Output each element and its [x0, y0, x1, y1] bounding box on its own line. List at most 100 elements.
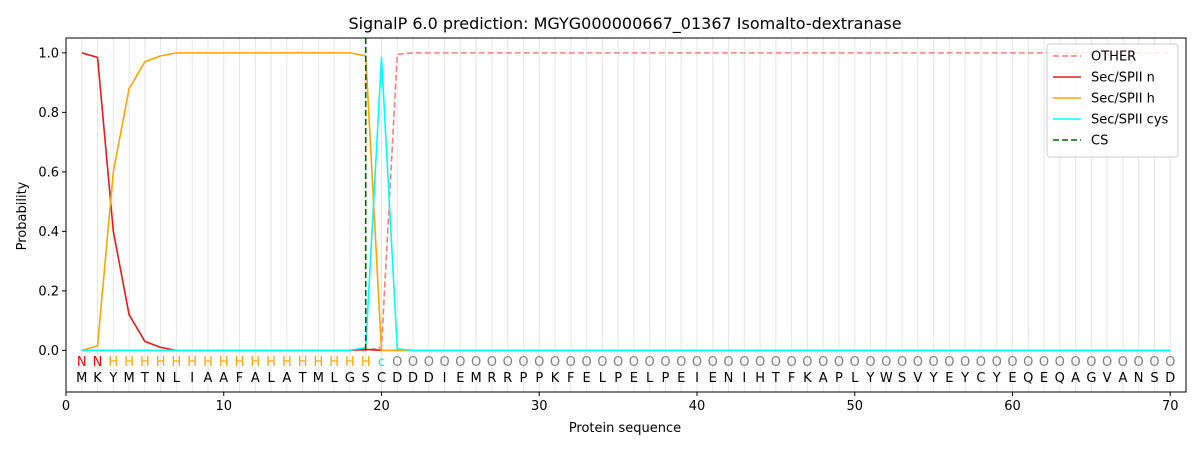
sequence-residue: Y	[108, 371, 117, 386]
residue-annotation: O	[928, 355, 938, 370]
x-tick-label: 70	[1162, 399, 1179, 414]
axes-frame	[65, 37, 1187, 393]
chart-title: SignalP 6.0 prediction: MGYG000000667_01…	[348, 14, 901, 34]
residue-annotation: O	[392, 355, 402, 370]
residue-annotation: H	[250, 355, 260, 370]
sequence-residue: S	[362, 371, 370, 386]
sequence-residue: A	[204, 371, 213, 386]
residue-annotation: O	[676, 355, 686, 370]
residue-annotation: O	[850, 355, 860, 370]
residue-annotation: O	[660, 355, 670, 370]
sequence-residue: L	[646, 371, 654, 386]
sequence-residue: F	[236, 371, 243, 386]
y-tick-label: 0.2	[38, 284, 59, 299]
residue-annotation: O	[1023, 355, 1033, 370]
sequence-residue: E	[709, 371, 717, 386]
x-tick-label: 20	[373, 399, 390, 414]
residue-annotation: H	[156, 355, 166, 370]
sequence-residue: E	[1040, 371, 1048, 386]
sequence-residue: I	[695, 371, 699, 386]
residue-annotation: O	[692, 355, 702, 370]
residue-annotation: O	[581, 355, 591, 370]
y-tick-label: 0.6	[38, 165, 59, 180]
sequence-residue: G	[1086, 371, 1096, 386]
residue-annotation: H	[108, 355, 118, 370]
sequence-residue: T	[298, 371, 307, 386]
residue-annotation: O	[881, 355, 891, 370]
y-tick-label: 0.0	[38, 344, 59, 359]
residue-annotation: O	[708, 355, 718, 370]
sequence-residue: Y	[929, 371, 938, 386]
sequence-residue: K	[803, 371, 812, 386]
residue-annotation: H	[361, 355, 371, 370]
sequence-residue: R	[503, 371, 512, 386]
residue-annotation: O	[455, 355, 465, 370]
residue-annotation: O	[834, 355, 844, 370]
residue-annotation: O	[1039, 355, 1049, 370]
x-axis-label: Protein sequence	[569, 421, 681, 436]
residue-annotation: O	[597, 355, 607, 370]
sequence-residue: F	[788, 371, 795, 386]
residue-annotation: O	[897, 355, 907, 370]
residue-annotation: O	[487, 355, 497, 370]
sequence-residue: S	[1150, 371, 1158, 386]
residue-annotation: H	[314, 355, 324, 370]
residue-annotation: O	[439, 355, 449, 370]
sequence-residue: N	[156, 371, 166, 386]
residue-annotation: O	[534, 355, 544, 370]
legend-label: CS	[1091, 134, 1108, 149]
residue-annotation: O	[1134, 355, 1144, 370]
sequence-residue: L	[599, 371, 607, 386]
sequence-residue: P	[535, 371, 543, 386]
residue-annotation: H	[172, 355, 182, 370]
sequence-residue: Q	[1055, 371, 1065, 386]
residue-annotation: O	[865, 355, 875, 370]
sequence-residue: D	[408, 371, 418, 386]
residue-annotation: O	[424, 355, 434, 370]
sequence-residue: A	[1118, 371, 1127, 386]
residue-annotation: H	[345, 355, 355, 370]
residue-annotation: H	[266, 355, 276, 370]
legend-label: Sec/SPII n	[1091, 71, 1155, 86]
residue-annotation: O	[1070, 355, 1080, 370]
residue-annotation: H	[140, 355, 150, 370]
residue-annotation: c	[378, 355, 385, 370]
residue-annotation: O	[1165, 355, 1175, 370]
sequence-residue: P	[520, 371, 528, 386]
sequence-residue: D	[424, 371, 434, 386]
residue-annotation: O	[645, 355, 655, 370]
sequence-residue: L	[267, 371, 275, 386]
x-tick-label: 30	[531, 399, 548, 414]
residue-annotation: O	[755, 355, 765, 370]
sequence-residue: Y	[992, 371, 1001, 386]
sequence-residue: I	[443, 371, 447, 386]
sequence-residue: A	[282, 371, 291, 386]
residue-annotation: O	[960, 355, 970, 370]
sequence-residue: W	[880, 371, 893, 386]
residue-annotation: O	[566, 355, 576, 370]
sequence-residue: A	[219, 371, 228, 386]
x-tick-label: 60	[1004, 399, 1021, 414]
residue-annotation: O	[818, 355, 828, 370]
residue-annotation: O	[992, 355, 1002, 370]
residue-annotation: O	[787, 355, 797, 370]
residue-annotation: O	[629, 355, 639, 370]
sequence-residue: G	[345, 371, 355, 386]
sequence-residue: N	[1134, 371, 1144, 386]
plot-area: MNKNYHMHTHNHLHIHAHAHFHAHLHAHTHMHLHGHSHCc…	[38, 37, 1187, 414]
residue-annotation: O	[471, 355, 481, 370]
residue-annotation: O	[518, 355, 528, 370]
sequence-residue: N	[724, 371, 734, 386]
residue-annotation: O	[976, 355, 986, 370]
sequence-residue: M	[123, 371, 134, 386]
sequence-residue: P	[835, 371, 843, 386]
sequence-residue: L	[331, 371, 339, 386]
sequence-residue: I	[190, 371, 194, 386]
sequence-residue: P	[662, 371, 670, 386]
sequence-residue: L	[173, 371, 181, 386]
residue-annotation: H	[235, 355, 245, 370]
sequence-residue: H	[755, 371, 765, 386]
sequence-residue: L	[851, 371, 859, 386]
sequence-residue: E	[630, 371, 638, 386]
